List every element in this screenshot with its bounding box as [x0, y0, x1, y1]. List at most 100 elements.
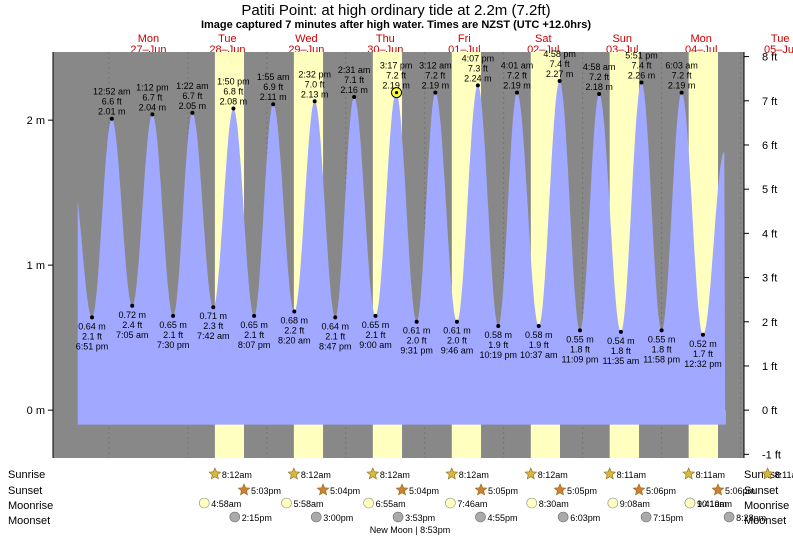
sunset-time: 5:04pm — [409, 486, 439, 496]
high-tide-label: 12:52 am — [93, 87, 131, 97]
moonset-time: 8:28pm — [736, 513, 766, 523]
moonrise-icon — [607, 497, 619, 509]
low-tide-point — [496, 324, 501, 329]
sunset-time: 5:03pm — [251, 486, 281, 496]
right-tick-label: 4 ft — [762, 228, 777, 240]
low-tide-label: 7:42 am — [197, 331, 230, 341]
low-tide-label: 0.58 m — [485, 330, 513, 340]
low-tide-label: 8:07 pm — [238, 340, 271, 350]
low-tide-label: 2.1 ft — [244, 330, 265, 340]
moonset-time: 7:15pm — [653, 513, 683, 523]
sunset-time: 5:06pm — [725, 486, 755, 496]
day-name: Sun — [612, 33, 632, 45]
low-tide-label: 10:37 am — [520, 350, 558, 360]
high-tide-label: 7.0 ft — [305, 79, 326, 89]
low-tide-point — [373, 313, 378, 318]
sunrise-icon — [761, 467, 775, 480]
right-tick-label: 6 ft — [762, 140, 777, 152]
row-label-moonset-right: Moonset — [744, 515, 786, 527]
high-tide-label: 6.8 ft — [223, 87, 244, 97]
high-tide-label: 2.04 m — [139, 102, 167, 112]
high-tide-point — [231, 106, 236, 111]
high-tide-label: 2.11 m — [260, 92, 287, 102]
high-tide-label: 2.19 m — [503, 81, 531, 91]
right-tick-label: 1 ft — [762, 361, 777, 373]
moonrise-icon — [363, 497, 374, 509]
high-tide-label: 4:58 pm — [543, 49, 576, 59]
moonset-icon — [392, 511, 404, 523]
low-tide-point — [659, 328, 664, 333]
low-tide-label: 0.71 m — [199, 311, 227, 321]
moon-phase-label: New Moon | 8:53pm — [370, 525, 450, 535]
right-tick-label: 7 ft — [762, 96, 777, 108]
right-tick-label: 5 ft — [762, 184, 777, 196]
low-tide-label: 2.1 ft — [325, 331, 346, 341]
sunrise-time: 8:12am — [380, 470, 410, 480]
low-tide-label: 2.1 ft — [365, 330, 386, 340]
low-tide-point — [700, 332, 705, 337]
sunrise-time: 8:12am — [538, 470, 568, 480]
sunrise-time: 8:11am — [696, 470, 725, 480]
high-tide-label: 1:12 pm — [136, 82, 169, 92]
right-tick-label: 0 ft — [762, 405, 777, 417]
low-tide-point — [130, 303, 135, 308]
high-tide-label: 7.3 ft — [468, 63, 489, 73]
sunrise-icon — [603, 467, 617, 480]
high-tide-point — [597, 92, 602, 97]
low-tide-point — [171, 313, 176, 318]
high-tide-label: 2.27 m — [546, 69, 574, 79]
sunrise-time: 8:12am — [459, 470, 489, 480]
high-tide-label: 2.16 m — [340, 85, 368, 95]
y-axis-right: -1 ft 0 ft 1 ft 2 ft 3 ft 4 ft 5 ft 6 ft 7 ft 8 f… — [744, 52, 781, 461]
high-tide-label: 7.2 ft — [672, 71, 693, 81]
low-tide-label: 12:32 pm — [684, 359, 722, 369]
low-tide-label: 8:47 pm — [319, 341, 352, 351]
day-name: Wed — [295, 33, 317, 45]
moonset-icon — [310, 511, 322, 523]
low-tide-label: 0.55 m — [566, 334, 594, 344]
low-tide-point — [333, 315, 338, 320]
high-tide-label: 1:22 am — [176, 81, 209, 91]
high-tide-label: 2:31 am — [338, 65, 371, 75]
low-tide-label: 0.65 m — [240, 320, 268, 330]
high-tide-point — [639, 80, 644, 85]
low-tide-label: 0.61 m — [403, 326, 431, 336]
sunset-icon — [316, 483, 330, 496]
sunset-icon — [711, 483, 725, 496]
high-tide-label: 2.08 m — [220, 97, 248, 107]
sunset-time: 5:05pm — [567, 486, 597, 496]
sunrise-time: 8:11am — [617, 470, 646, 480]
day-name: Thu — [376, 33, 395, 45]
low-tide-label: 0.64 m — [78, 321, 106, 331]
moonset-icon — [640, 511, 652, 523]
sunset-icon — [632, 483, 646, 496]
moonset-time: 4:55pm — [487, 513, 517, 523]
moonset-icon — [229, 511, 241, 523]
moonrise-time: 5:58am — [294, 499, 324, 509]
high-tide-label: 6.7 ft — [142, 92, 163, 102]
high-tide-point — [475, 83, 480, 88]
low-tide-label: 1.8 ft — [652, 344, 673, 354]
low-tide-label: 2.0 ft — [407, 336, 428, 346]
high-tide-label: 4:58 am — [583, 62, 616, 72]
high-tide-label: 2.19 m — [422, 81, 450, 91]
low-tide-label: 9:46 am — [441, 346, 474, 356]
sunrise-icon — [287, 467, 301, 480]
high-tide-label: 2.19 m — [382, 81, 410, 91]
high-tide-label: 2.01 m — [98, 107, 126, 117]
low-tide-point — [454, 319, 459, 324]
low-tide-point — [618, 329, 623, 334]
low-tide-label: 2.1 ft — [82, 331, 103, 341]
low-tide-label: 2.1 ft — [163, 330, 184, 340]
moonrise-time: 8:30am — [539, 499, 569, 509]
moonrise-icon — [526, 497, 538, 509]
high-tide-label: 4:01 am — [501, 61, 534, 71]
high-tide-label: 6.7 ft — [182, 91, 203, 101]
day-name: Tue — [218, 33, 237, 45]
low-tide-point — [252, 313, 257, 318]
high-tide-label: 3:17 pm — [380, 61, 413, 71]
y-axis-left: 0 m 1 m 2 m — [27, 115, 53, 417]
row-label-moonrise-right: Moonrise — [744, 500, 789, 512]
moonrise-icon — [198, 497, 210, 509]
